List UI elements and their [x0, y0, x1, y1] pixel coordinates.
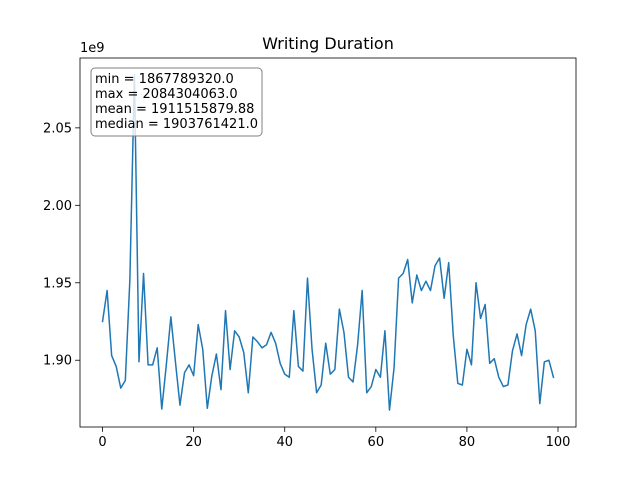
x-tick-label: 0: [98, 435, 106, 450]
x-tick-label: 20: [185, 435, 202, 450]
stats-line: median = 1903761421.0: [95, 117, 258, 132]
x-tick-label: 60: [368, 435, 385, 450]
x-tick-label: 80: [459, 435, 476, 450]
y-tick-label: 2.00: [43, 199, 72, 214]
axes-frame: [79, 57, 577, 428]
stats-line: mean = 1911515879.88: [95, 102, 254, 117]
x-tick-label: 100: [546, 435, 571, 450]
stats-line: max = 2084304063.0: [95, 87, 238, 102]
series-line-0: [101, 73, 555, 411]
stats-box: [90, 67, 263, 137]
y-tick-label: 1.95: [43, 276, 72, 291]
plot-area: 0 20 40 60 80 100 1.90 1.95 2.00 2.05 min = 186778…: [43, 57, 577, 450]
y-axis-offset-label: 1e9: [80, 41, 105, 56]
x-tick-label: 40: [276, 435, 293, 450]
y-tick-label: 1.90: [43, 354, 72, 369]
chart-title: Writing Duration: [262, 34, 394, 53]
stats-line: min = 1867789320.0: [95, 72, 234, 87]
y-tick-label: 2.05: [43, 121, 72, 136]
